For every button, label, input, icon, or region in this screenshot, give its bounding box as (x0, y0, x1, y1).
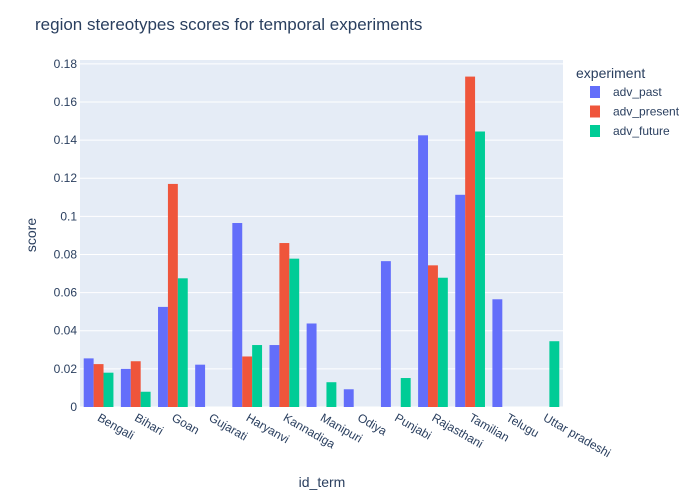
bar-adv_present-bengali[interactable] (93, 364, 104, 407)
bar-adv_present-kannadiga[interactable] (279, 243, 290, 407)
bars (83, 76, 560, 408)
bar-adv_past-rajasthani[interactable] (418, 135, 429, 408)
bar-adv_future-rajasthani[interactable] (437, 277, 448, 407)
bar-adv_future-punjabi[interactable] (400, 378, 411, 407)
y-tick-label: 0.14 (54, 133, 78, 147)
bar-adv_future-uttar-pradeshi[interactable] (549, 341, 560, 407)
bar-adv_past-odiya[interactable] (343, 389, 354, 407)
bar-adv_future-bengali[interactable] (103, 372, 114, 407)
y-tick-label: 0.08 (54, 247, 78, 261)
bar-adv_past-gujarati[interactable] (195, 364, 206, 407)
y-tick-label: 0.16 (54, 95, 78, 109)
bar-adv_future-kannadiga[interactable] (289, 258, 300, 407)
y-tick-label: 0 (70, 400, 77, 414)
bar-adv_past-manipuri[interactable] (306, 323, 317, 407)
bar-adv_past-goan[interactable] (158, 306, 168, 407)
y-tick-label: 0.18 (54, 57, 78, 71)
bar-adv_present-bihari[interactable] (130, 361, 141, 407)
y-tick-label: 0.04 (54, 324, 78, 338)
bar-adv_past-bihari[interactable] (120, 368, 131, 407)
bar-adv_future-manipuri[interactable] (326, 382, 337, 407)
bar-adv_past-punjabi[interactable] (380, 261, 391, 407)
bar-adv_past-bengali[interactable] (83, 358, 94, 407)
bar-adv_past-tamilian[interactable] (455, 194, 466, 407)
y-tick-label: 0.12 (54, 171, 78, 185)
x-axis-title: id_term (299, 474, 346, 490)
bar-adv_present-tamilian[interactable] (465, 76, 476, 407)
bar-adv_present-rajasthani[interactable] (428, 265, 438, 407)
legend-item-adv_present[interactable]: adv_present (613, 105, 680, 119)
legend-item-adv_past[interactable]: adv_past (613, 85, 662, 99)
legend-item-adv_future[interactable]: adv_future (613, 124, 670, 138)
y-tick-label: 0.02 (54, 362, 78, 376)
legend-swatch-adv_present (590, 105, 600, 118)
plot-area (80, 60, 563, 407)
bar-adv_present-haryanvi[interactable] (242, 356, 253, 407)
bar-adv_past-haryanvi[interactable] (232, 223, 243, 407)
y-axis-ticks: 0 0.02 0.04 0.06 0.08 0.1 0.12 0.14 0.16 0.18 (54, 57, 78, 414)
bar-adv_present-goan[interactable] (167, 183, 178, 407)
legend-swatch-adv_past (590, 86, 600, 98)
chart-title: region stereotypes scores for temporal e… (35, 15, 422, 34)
bar-adv_future-haryanvi[interactable] (252, 345, 263, 407)
legend-swatch-adv_future (590, 125, 600, 137)
bar-adv_past-telugu[interactable] (492, 299, 503, 407)
legend-title: experiment (576, 65, 645, 81)
y-tick-label: 0.06 (54, 286, 78, 300)
y-tick-label: 0.1 (60, 209, 77, 223)
bar-adv_future-tamilian[interactable] (475, 131, 485, 407)
legend: experiment adv_past adv_present adv_future (576, 65, 680, 138)
bar-adv_future-bihari[interactable] (140, 391, 151, 407)
bar-adv_future-goan[interactable] (177, 278, 188, 407)
bar-adv_past-kannadiga[interactable] (269, 345, 280, 407)
y-axis-title: score (23, 218, 39, 252)
